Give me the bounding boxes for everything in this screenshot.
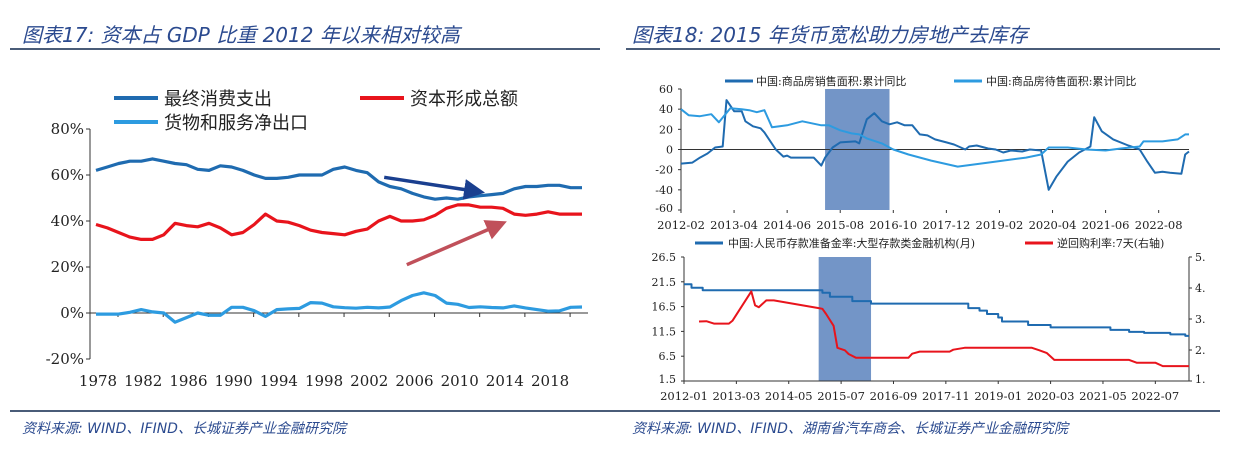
left-title-divider	[10, 48, 600, 50]
source-divider	[10, 410, 1220, 412]
right-y-tick-label: 2.	[1195, 344, 1206, 357]
x-tick-label: 1990	[215, 372, 253, 390]
y-tick-label: 6.5	[659, 350, 677, 363]
series-line-2	[95, 203, 582, 241]
y-tick-label: 0%	[60, 304, 84, 322]
series-line-2	[680, 107, 1189, 168]
x-tick-label: 2017-11	[922, 389, 970, 403]
right-title-divider	[626, 48, 1220, 50]
legend-label: 逆回购利率:7天(右轴)	[1057, 236, 1164, 250]
trend-arrow-up	[406, 220, 507, 267]
y-tick-label: 40%	[51, 212, 84, 230]
x-tick-label: 2020-04	[1029, 218, 1077, 232]
legend-label: 中国:商品房销售面积:累计同比	[756, 74, 906, 88]
x-tick-label: 2010	[441, 372, 479, 390]
y-tick-label: 11.5	[652, 325, 677, 338]
y-tick-label: 26.5	[652, 251, 677, 264]
x-tick-label: 1986	[169, 372, 207, 390]
series-line-1	[680, 99, 1190, 191]
y-tick-label: 40	[659, 103, 673, 116]
x-tick-label: 1978	[79, 372, 117, 390]
y-tick-label: -40	[655, 184, 673, 197]
right-y-tick-label: 5.	[1195, 251, 1206, 264]
x-tick-label: 2019-02	[976, 218, 1024, 232]
series-line-2	[698, 290, 1189, 368]
x-tick-label: 1982	[124, 372, 162, 390]
y-tick-label: 20	[659, 123, 673, 136]
x-tick-label: 2015-08	[816, 218, 864, 232]
x-tick-label: 2015-07	[817, 389, 865, 403]
legend-label: 中国:商品房待售面积:累计同比	[986, 74, 1136, 88]
x-tick-label: 1998	[305, 372, 343, 390]
right-y-tick-label: 4.	[1195, 282, 1206, 295]
x-tick-label: 2020-03	[1027, 389, 1075, 403]
y-tick-label: 60%	[51, 166, 84, 184]
legend-label: 货物和服务净出口	[164, 113, 308, 134]
x-tick-label: 2013-04	[710, 218, 758, 232]
x-tick-label: 2022-07	[1131, 389, 1179, 403]
x-tick-label: 2014-06	[763, 218, 811, 232]
legend-label: 资本形成总额	[410, 89, 518, 110]
x-tick-label: 2021-05	[1079, 389, 1127, 403]
y-tick-label: 1.5	[659, 373, 677, 386]
left-source-note: 资料来源: WIND、IFIND、长城证券产业金融研究院	[22, 421, 346, 437]
x-tick-label: 2012-02	[657, 218, 705, 232]
x-tick-label: 2021-06	[1082, 218, 1130, 232]
y-tick-label: 60	[659, 83, 673, 96]
trend-arrow-down	[383, 175, 486, 200]
left-figure-title: 图表17: 资本占 GDP 比重 2012 年以来相对较高	[22, 23, 460, 47]
x-tick-label: 2016-10	[869, 218, 917, 232]
right-source-note: 资料来源: WIND、IFIND、湖南省汽车商会、长城证券产业金融研究院	[632, 421, 1068, 437]
x-tick-label: 2014-05	[765, 389, 813, 403]
x-tick-label: 2012-01	[660, 389, 708, 403]
shaded-period	[818, 257, 872, 381]
x-tick-label: 1994	[260, 372, 298, 390]
series-line-3	[96, 291, 583, 324]
x-tick-label: 2022-08	[1135, 218, 1183, 232]
x-tick-label: 2019-01	[974, 389, 1022, 403]
y-tick-label: 20%	[51, 258, 84, 276]
y-tick-label: -20	[655, 164, 673, 177]
x-tick-label: 2016-09	[870, 389, 918, 403]
x-tick-label: 2017-12	[922, 218, 970, 232]
x-tick-label: 2006	[395, 372, 433, 390]
y-tick-label: -60	[655, 202, 673, 215]
right-figure-title: 图表18: 2015 年货币宽松助力房地产去库存	[632, 23, 1028, 47]
right-y-tick-label: 3.	[1195, 313, 1206, 326]
right-y-tick-label: 1.	[1195, 373, 1206, 386]
x-tick-label: 2002	[350, 372, 388, 390]
y-tick-label: 16.5	[652, 301, 677, 314]
y-tick-label: -20%	[46, 350, 84, 368]
x-tick-label: 2014	[486, 372, 524, 390]
y-tick-label: 0	[666, 144, 673, 157]
x-tick-label: 2018	[531, 372, 569, 390]
x-tick-label: 2013-03	[712, 389, 760, 403]
y-tick-label: 21.5	[652, 276, 677, 289]
legend-label: 中国:人民币存款准备金率:大型存款类金融机构(月)	[728, 236, 975, 250]
series-line-1	[95, 157, 582, 201]
y-tick-label: 80%	[51, 120, 84, 138]
legend-label: 最终消费支出	[164, 89, 272, 110]
series-line-1	[684, 283, 1189, 337]
